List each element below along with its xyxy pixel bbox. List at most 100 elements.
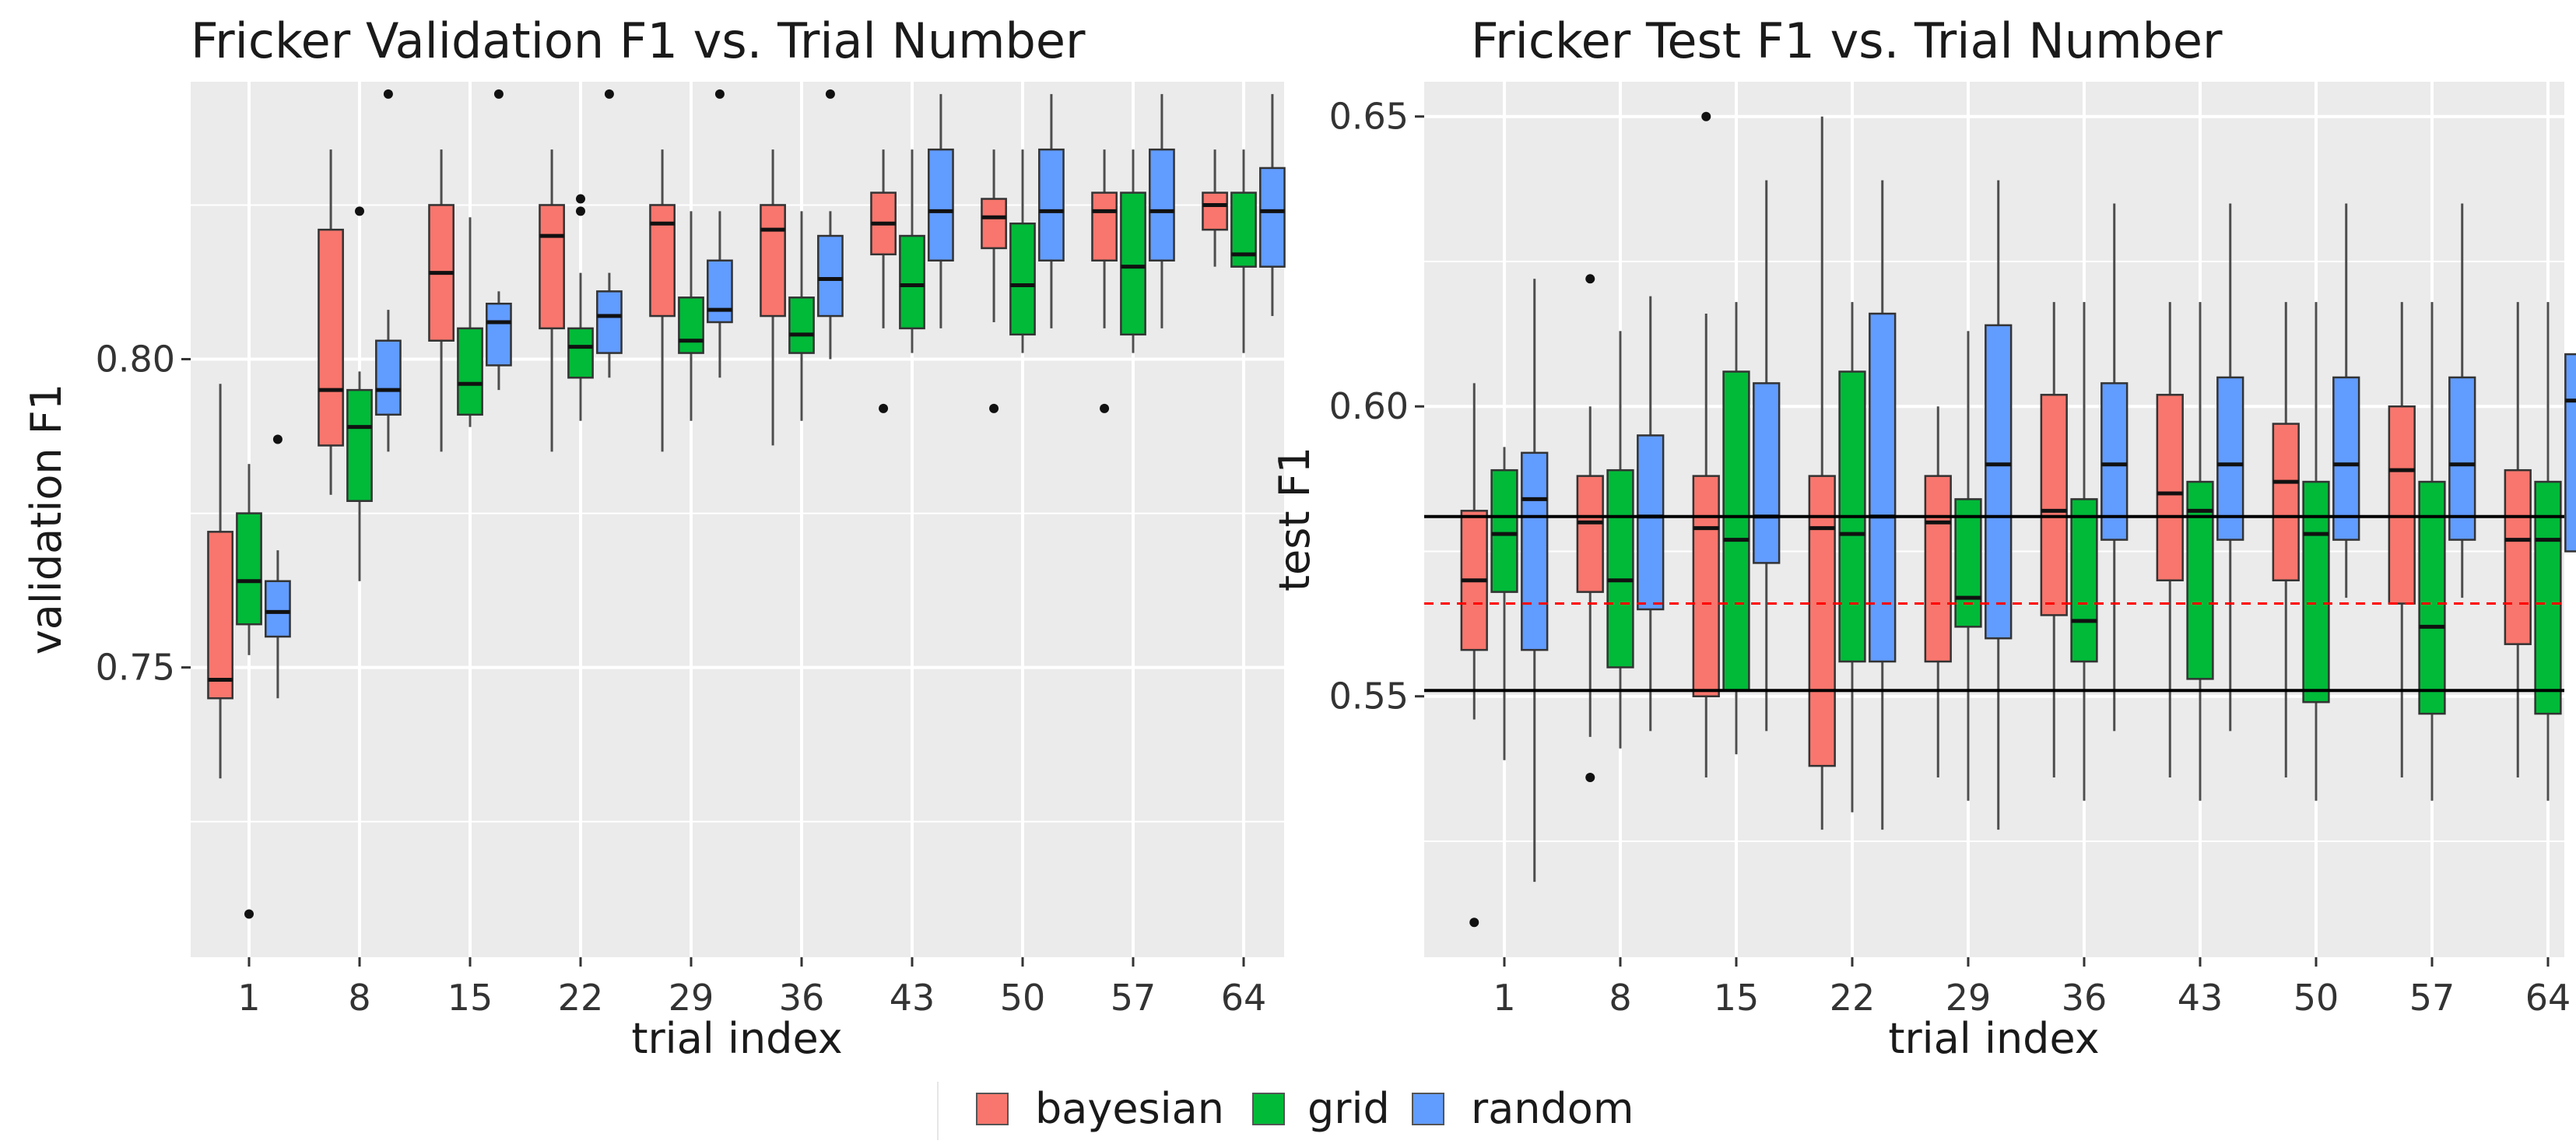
outlier-point bbox=[493, 89, 504, 99]
box-body bbox=[707, 259, 733, 324]
random-box-8 bbox=[1637, 296, 1665, 732]
grid-box-36 bbox=[788, 211, 815, 421]
box-body bbox=[1120, 191, 1146, 336]
outlier-point bbox=[714, 89, 725, 99]
grid-box-50 bbox=[2302, 302, 2330, 801]
grid-box-29 bbox=[678, 211, 704, 421]
box-body bbox=[2388, 405, 2416, 605]
box-body bbox=[2534, 480, 2562, 715]
box-body bbox=[2448, 376, 2476, 541]
box-body bbox=[539, 204, 565, 330]
x-tick-label: 29 bbox=[1946, 977, 1992, 1019]
box-body bbox=[1985, 324, 2013, 640]
legend-label-bayesian: bayesian bbox=[1035, 1084, 1224, 1133]
y-tick-label: 0.80 bbox=[96, 339, 175, 381]
random-box-1 bbox=[1521, 279, 1549, 883]
box-body bbox=[1808, 475, 1836, 767]
box-body bbox=[596, 290, 623, 354]
box-body bbox=[346, 388, 373, 502]
outlier-point bbox=[576, 194, 585, 204]
validation-boxes bbox=[207, 89, 1286, 919]
x-tick-label: 43 bbox=[2178, 977, 2223, 1019]
bayesian-box-57 bbox=[1091, 149, 1118, 413]
grid-box-8 bbox=[1606, 331, 1634, 749]
x-tick-label: 36 bbox=[2062, 977, 2107, 1019]
box-body bbox=[236, 512, 262, 626]
box-body bbox=[928, 148, 954, 262]
outlier-point bbox=[383, 89, 393, 99]
x-tick-label: 15 bbox=[1714, 977, 1760, 1019]
random-box-50 bbox=[2332, 203, 2360, 598]
legend-swatch-grid bbox=[1252, 1093, 1285, 1125]
outlier-point bbox=[1585, 274, 1595, 284]
bayesian-box-50 bbox=[981, 149, 1007, 413]
box-body bbox=[2100, 382, 2129, 541]
x-tick-label: 22 bbox=[1830, 977, 1876, 1019]
random-box-22 bbox=[596, 89, 623, 378]
box-body bbox=[1259, 167, 1286, 268]
box-body bbox=[1722, 370, 1750, 692]
test-chart: Fricker Test F1 vs. Trial Number 0.55 0.6… bbox=[1270, 12, 2576, 1063]
validation-y-axis-title: validation F1 bbox=[22, 384, 71, 654]
bayesian-box-1 bbox=[207, 384, 233, 779]
test-chart-title: Fricker Test F1 vs. Trial Number bbox=[1471, 12, 2223, 69]
box-body bbox=[1637, 434, 1665, 611]
random-box-8 bbox=[375, 89, 402, 452]
bayesian-box-64 bbox=[1202, 149, 1228, 267]
grid-box-1 bbox=[1490, 447, 1518, 760]
box-body bbox=[2070, 498, 2098, 663]
grid-box-57 bbox=[2418, 302, 2446, 801]
outlier-point bbox=[355, 206, 364, 216]
random-box-64 bbox=[2564, 353, 2576, 553]
outlier-point bbox=[879, 403, 889, 413]
y-tick-label: 0.65 bbox=[1329, 96, 1409, 138]
box-body bbox=[207, 531, 233, 700]
bayesian-box-36 bbox=[2040, 302, 2068, 778]
legend-swatch-random bbox=[1412, 1093, 1444, 1125]
legend-label-random: random bbox=[1471, 1084, 1634, 1133]
box-body bbox=[2332, 376, 2360, 541]
legend: bayesian grid random bbox=[937, 1082, 1634, 1140]
box-body bbox=[2418, 480, 2446, 715]
bayesian-box-29 bbox=[1924, 406, 1952, 778]
x-tick-label: 57 bbox=[2409, 977, 2455, 1019]
bayesian-box-15 bbox=[428, 149, 454, 452]
box-body bbox=[1490, 468, 1518, 593]
box-body bbox=[1869, 312, 1897, 663]
random-box-43 bbox=[2216, 203, 2244, 732]
box-body bbox=[2216, 376, 2244, 541]
bayesian-box-36 bbox=[760, 149, 786, 446]
test-x-axis-title: trial index bbox=[1888, 1014, 2099, 1063]
y-tick-label: 0.55 bbox=[1329, 676, 1409, 718]
random-box-36 bbox=[817, 89, 844, 360]
outlier-point bbox=[604, 89, 614, 99]
x-tick-label: 15 bbox=[447, 977, 493, 1019]
outlier-point bbox=[1701, 111, 1711, 121]
box-body bbox=[1692, 475, 1720, 697]
x-tick-label: 29 bbox=[669, 977, 714, 1019]
legend-swatch-bayesian bbox=[976, 1093, 1009, 1125]
outlier-point bbox=[1100, 403, 1110, 413]
box-body bbox=[1521, 451, 1549, 651]
random-box-50 bbox=[1038, 93, 1065, 328]
validation-x-axis-title: trial index bbox=[631, 1014, 842, 1063]
y-tick-label: 0.75 bbox=[96, 647, 175, 689]
outlier-point bbox=[1585, 773, 1595, 783]
grid-box-50 bbox=[1009, 149, 1036, 353]
box-body bbox=[265, 580, 291, 638]
x-tick-label: 50 bbox=[1000, 977, 1046, 1019]
x-tick-label: 57 bbox=[1111, 977, 1156, 1019]
box-body bbox=[1924, 475, 1952, 663]
bayesian-box-1 bbox=[1460, 383, 1488, 928]
grid-box-8 bbox=[346, 206, 373, 581]
x-tick-label: 64 bbox=[2525, 977, 2571, 1019]
grid-box-22 bbox=[567, 194, 594, 421]
box-body bbox=[375, 339, 402, 416]
x-tick-label: 36 bbox=[779, 977, 825, 1019]
box-body bbox=[2504, 468, 2532, 645]
x-tick-label: 43 bbox=[890, 977, 935, 1019]
random-box-57 bbox=[1149, 93, 1175, 328]
random-box-29 bbox=[1985, 180, 2013, 830]
random-box-15 bbox=[1753, 180, 1781, 732]
bayesian-box-15 bbox=[1692, 111, 1720, 778]
